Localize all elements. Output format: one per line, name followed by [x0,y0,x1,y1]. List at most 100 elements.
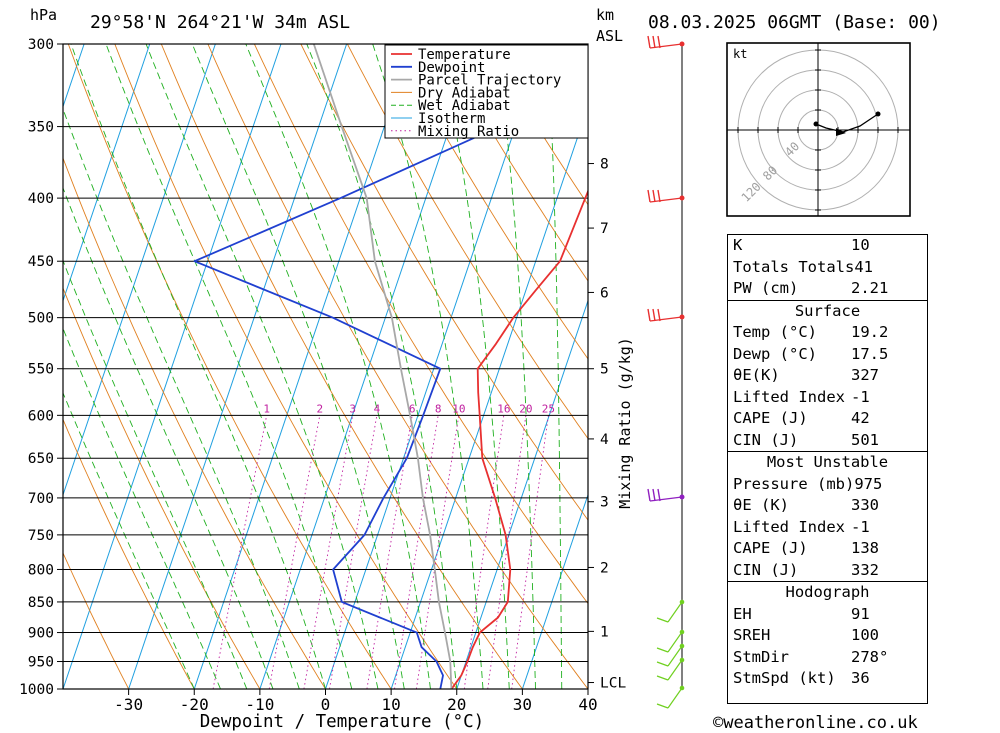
most-unstable-index-row: Pressure (mb) 975 [728,474,927,496]
wind-barb-flag [652,189,656,203]
wind-barb-flag [647,189,651,203]
wind-barb-flag [657,308,661,322]
dry-adiabat-line [952,44,1000,689]
general-index-row: K 10 [728,235,927,257]
most-unstable-index-label: CIN (J) [733,560,799,579]
legend-label: Temperature [418,47,511,63]
run-time-title: 08.03.2025 06GMT (Base: 00) [648,12,941,33]
temperature-tick-label: 10 [381,695,400,714]
hodograph-index-label: StmSpd (kt) [733,669,836,687]
hodograph-index-value: 91 [851,604,870,623]
mixing-ratio-line [268,415,321,689]
height-tick-label: 4 [600,432,609,448]
height-tick-label: 7 [600,221,609,237]
surface-index-label: CIN (J) [733,430,799,449]
legend-label: Dry Adiabat [418,85,511,101]
temperature-tick-label: 40 [578,695,597,714]
wet-adiabat-line [547,44,563,689]
mixing-ratio-line [329,415,378,689]
general-index-value: 10 [851,236,870,254]
wind-barb-flag [657,488,661,502]
location-title: 29°58'N 264°21'W 34m ASL [90,12,350,33]
surface-index-value: 327 [851,366,879,384]
wet-adiabat-line [63,259,248,689]
hodograph-index-row: StmSpd (kt) 36 [728,668,927,690]
km-unit-label: km [596,6,614,24]
surface-index-label: Lifted Index [733,387,845,406]
temperature-profile [450,188,588,689]
temperature-tick-label: 0 [321,695,331,714]
isotherm-line [193,44,413,689]
hodograph-indices: EH 91 SREH 100 StmDir 278° StmSpd (kt) 36 [728,604,927,690]
wind-barb-flag [656,617,669,623]
most-unstable-index-row: Lifted Index -1 [728,517,927,539]
temperature-tick-label: -20 [180,695,209,714]
general-index-value: 41 [854,257,873,276]
height-tick-label: 3 [600,495,609,511]
most-unstable-index-row: θE (K) 330 [728,495,927,517]
surface-index-row: CIN (J) 501 [728,430,927,452]
surface-index-label: CAPE (J) [733,409,808,427]
temperature-tick-label: 30 [513,695,532,714]
pressure-tick-label: 350 [28,120,54,136]
pressure-tick-label: 550 [28,362,54,378]
isotherm-line [0,44,19,689]
pressure-tick-label: 700 [28,491,54,507]
wind-barb-shaft [667,659,683,681]
mixing-ratio-label: 3 [349,402,356,415]
height-tick-label: LCL [600,676,626,692]
pressure-tick-label: 450 [28,254,54,270]
surface-index-value: 17.5 [851,344,889,363]
wind-barb-flag [657,189,661,203]
surface-index-value: -1 [851,387,870,406]
dry-adiabat-line [114,44,458,689]
legend-label: Mixing Ratio [418,124,519,140]
wind-barb-flag [652,35,656,49]
mixing-ratio-line [487,415,527,689]
temperature-tick-label: -30 [114,695,143,714]
temperature-axis: -30 -20 -10 0 10 20 30 40 [114,689,598,714]
wet-adiabat-line [63,327,221,689]
hodograph-trace [815,113,879,133]
legend-label: Wet Adiabat [418,98,511,114]
legend-label: Parcel Trajectory [418,73,561,89]
wet-adiabat-line [145,44,379,689]
most-unstable-index-value: 332 [851,560,879,579]
isotherm-line [390,104,588,689]
mixing-ratio-label: 2 [317,402,324,415]
storm-motion-arrow [836,128,846,136]
surface-section-title: Surface [728,299,927,323]
most-unstable-index-label: θE (K) [733,496,789,514]
pressure-tick-label: 900 [28,626,54,642]
most-unstable-index-row: CIN (J) 332 [728,560,927,582]
wet-adiabat-line [587,618,588,689]
surface-index-row: CAPE (J) 42 [728,408,927,430]
surface-index-label: θE(K) [733,366,780,384]
mixing-ratio-label: 6 [409,402,416,415]
legend-label: Isotherm [418,111,485,127]
surface-index-label: Temp (°C) [733,323,817,341]
general-index-label: K [733,236,743,254]
hodograph-index-value: 100 [851,626,879,644]
surface-index-value: 501 [851,430,879,449]
most-unstable-index-label: Pressure (mb) [733,474,855,493]
asl-unit-label: ASL [596,27,623,45]
wind-barb-shaft [667,601,683,623]
most-unstable-index-row: CAPE (J) 138 [728,538,927,560]
dry-adiabat-line [440,44,588,282]
surface-index-label: Dewp (°C) [733,344,817,363]
general-index-label: PW (cm) [733,279,799,297]
height-tick-label: 6 [600,285,609,301]
surface-index-value: 42 [851,409,870,427]
general-index-label: Totals Totals [733,257,855,276]
mixing-ratio-label: 8 [435,402,442,415]
wet-adiabat-line [105,44,353,689]
pressure-tick-label: 850 [28,595,54,611]
wind-barb-shaft [667,645,683,667]
surface-index-value: 19.2 [851,323,889,341]
surface-index-row: θE(K) 327 [728,365,927,387]
parcel-trajectory [312,44,453,689]
hodograph-section-title: Hodograph [728,581,927,604]
mixing-ratio-label: 25 [542,402,555,415]
